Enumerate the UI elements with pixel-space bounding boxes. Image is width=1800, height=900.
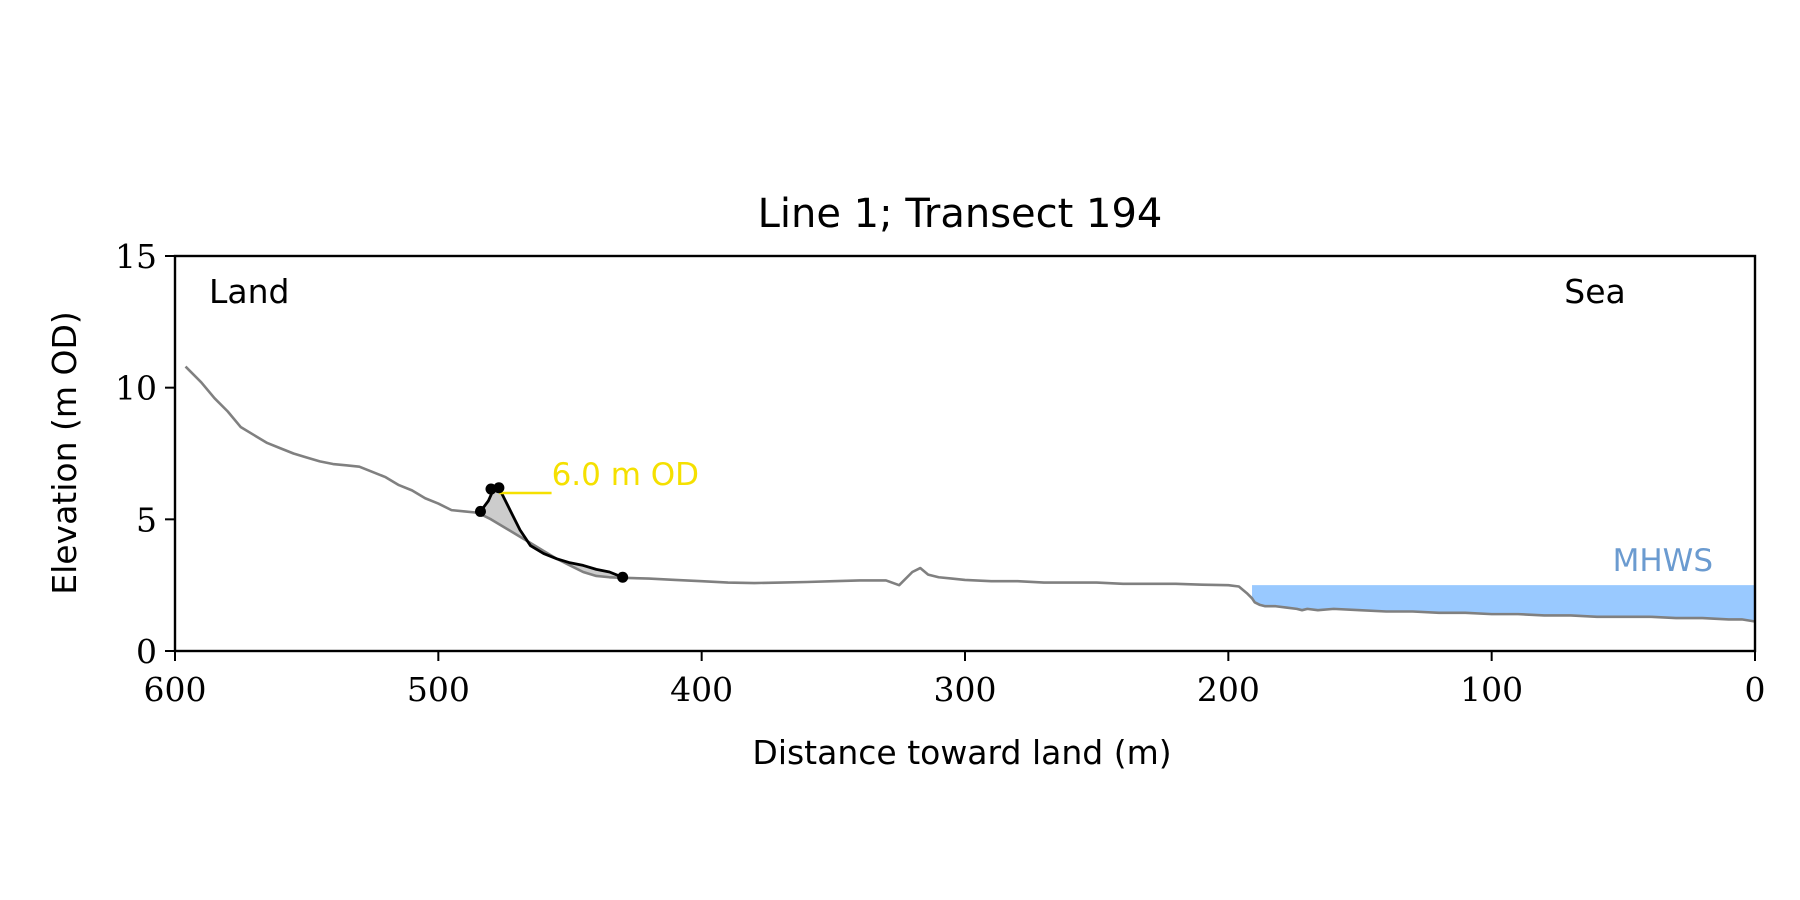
dune-area-fill <box>480 487 623 578</box>
x-tick-label: 600 <box>144 670 207 709</box>
x-tick-label: 400 <box>670 670 733 709</box>
y-tick-label: 10 <box>115 369 157 408</box>
dune-marker-0 <box>474 505 486 517</box>
dune-marker-3 <box>617 571 629 583</box>
contour-label: 6.0 m OD <box>552 457 699 493</box>
dune-marker-2 <box>493 482 505 494</box>
plot-area: 6.0 m OD MHWS <box>184 365 1756 623</box>
profile-line <box>184 365 1756 623</box>
x-tick-label: 300 <box>934 670 997 709</box>
x-tick-label: 0 <box>1745 670 1766 709</box>
mhws-label: MHWS <box>1613 543 1713 579</box>
y-tick-label: 15 <box>115 237 157 276</box>
x-tick-label: 500 <box>407 670 470 709</box>
plot-frame <box>173 254 1757 653</box>
mhws-water-fill <box>1252 585 1755 622</box>
x-axis-label: Distance toward land (m) <box>752 733 1171 772</box>
x-tick-label: 100 <box>1460 670 1523 709</box>
chart-title: Line 1; Transect 194 <box>758 191 1163 237</box>
y-tick-label: 0 <box>136 632 157 671</box>
axis-ticks: 600 500 400 300 200 100 0 0 5 10 15 <box>115 237 1766 709</box>
x-tick-label: 200 <box>1197 670 1260 709</box>
sea-label: Sea <box>1564 272 1625 311</box>
y-tick-label: 5 <box>136 500 157 539</box>
land-label: Land <box>209 272 289 311</box>
y-axis-label: Elevation (m OD) <box>45 311 84 595</box>
